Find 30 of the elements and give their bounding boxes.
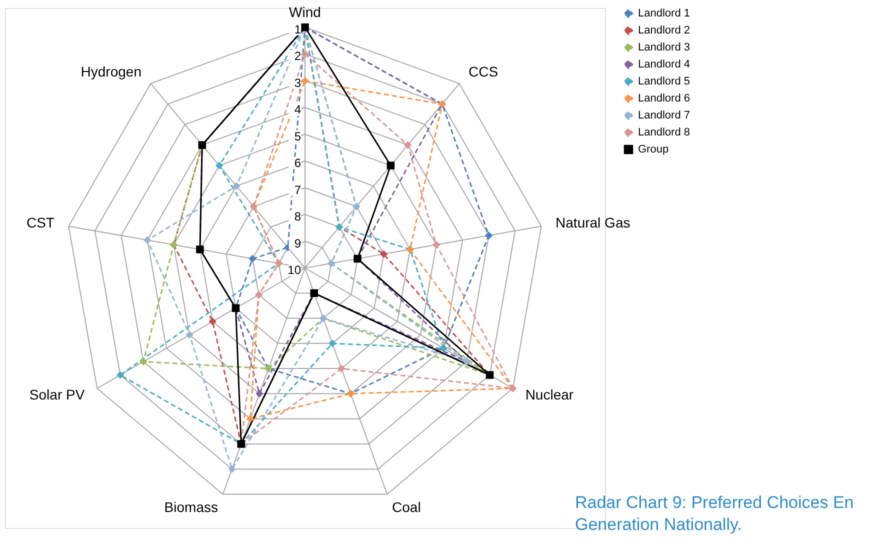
spoke-label: Nuclear [525, 386, 574, 403]
y-tick-label: 4 [294, 102, 302, 117]
spoke-label: CCS [468, 64, 498, 80]
y-tick-label: 9 [294, 236, 302, 250]
legend-label: Landlord 1 [638, 8, 690, 20]
spoke-label: Solar PV [29, 386, 86, 403]
y-tick-label: 10 [288, 263, 302, 277]
spoke-label: Wind [289, 4, 321, 20]
spoke-label: Natural Gas [556, 214, 630, 231]
legend-label: Landlord 4 [638, 58, 690, 70]
legend-label: Landlord 3 [638, 42, 690, 54]
spoke-label: Biomass [164, 498, 218, 515]
y-tick-label: 2 [294, 49, 302, 64]
text: Radar Chart 9: Preferred Choices En [575, 493, 854, 512]
spoke-label: CST [26, 214, 55, 231]
text: Generation Nationally. [575, 515, 742, 534]
legend-label: Landlord 7 [638, 110, 690, 122]
y-tick-label: 8 [294, 210, 302, 224]
y-tick-label: 7 [294, 182, 302, 197]
y-tick-label: 6 [294, 156, 302, 170]
y-tick-label: 3 [294, 76, 302, 90]
y-tick-label: 5 [294, 129, 302, 144]
legend-label: Landlord 6 [638, 92, 690, 104]
legend-label: Group [638, 144, 669, 156]
legend-label: Landlord 8 [638, 126, 690, 138]
y-tick-label: 1 [294, 22, 302, 36]
legend-label: Landlord 2 [638, 24, 690, 36]
spoke-label: Coal [392, 498, 421, 515]
legend-label: Landlord 5 [638, 76, 690, 88]
spoke-label: Hydrogen [80, 64, 142, 80]
